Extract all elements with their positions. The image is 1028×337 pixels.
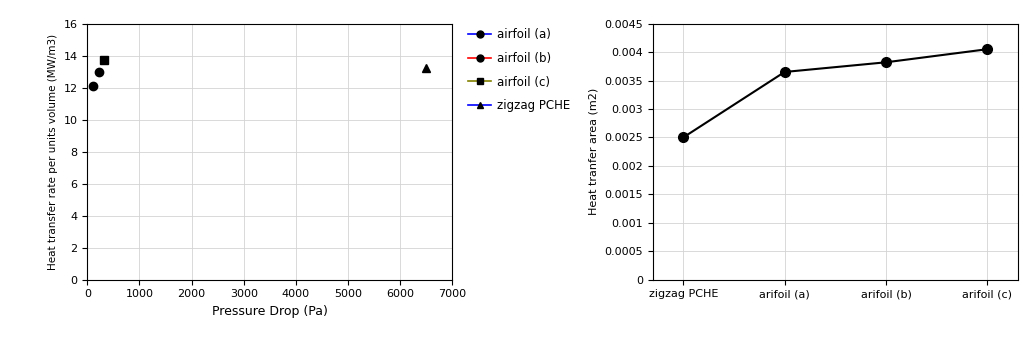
Y-axis label: Heat tranfer area (m2): Heat tranfer area (m2) <box>589 88 599 215</box>
Legend: airfoil (a), airfoil (b), airfoil (c), zigzag PCHE: airfoil (a), airfoil (b), airfoil (c), z… <box>464 24 576 117</box>
Y-axis label: Heat transfer rate per units volume (MW/m3): Heat transfer rate per units volume (MW/… <box>48 34 58 270</box>
X-axis label: Pressure Drop (Pa): Pressure Drop (Pa) <box>212 305 328 318</box>
